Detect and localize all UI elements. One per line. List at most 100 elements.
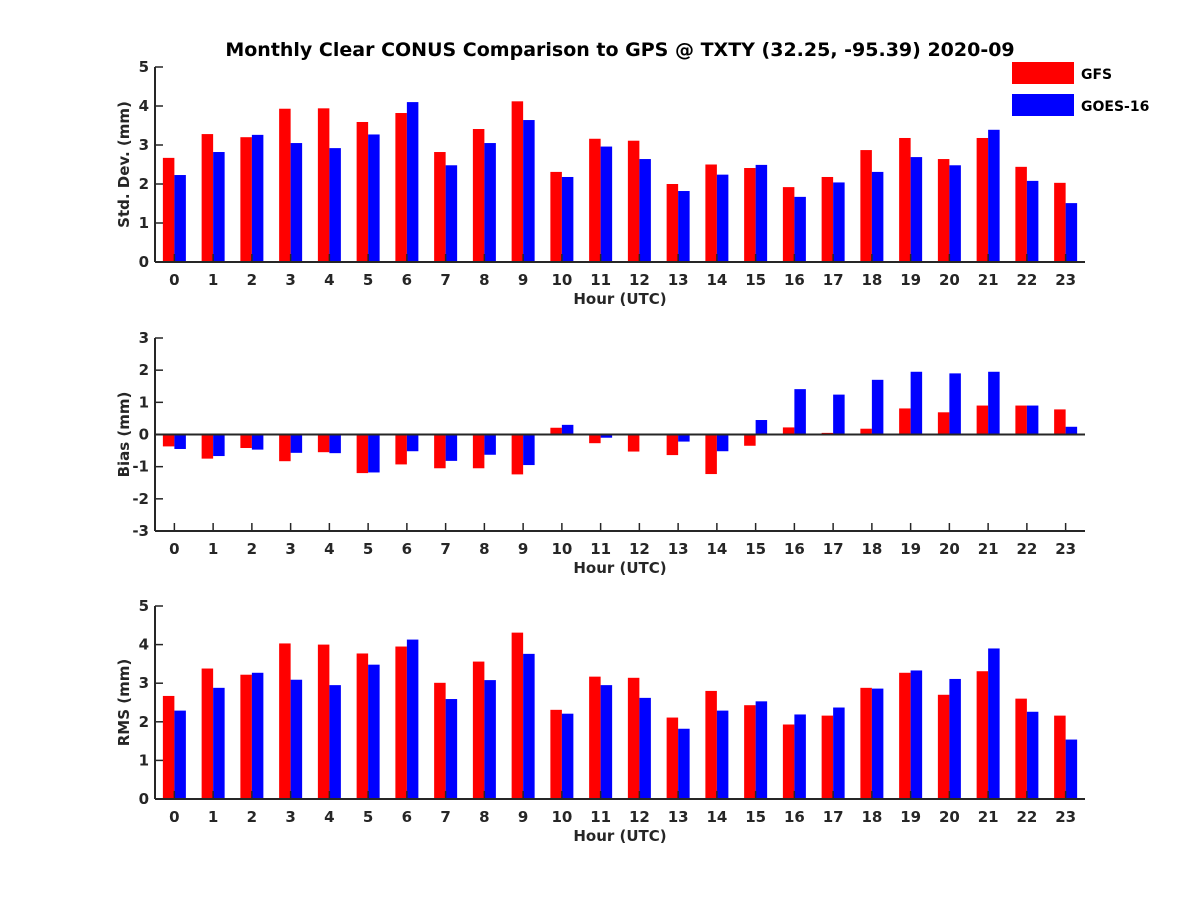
x-tick-label: 10 [551, 540, 572, 558]
x-tick-label: 17 [823, 271, 844, 289]
x-tick-label: 23 [1055, 808, 1076, 826]
x-tick-label: 5 [363, 808, 373, 826]
x-tick-label: 8 [479, 271, 489, 289]
bar-p2-gfs-0 [162, 434, 175, 447]
bar-p1-gfs-21 [976, 137, 989, 262]
bar-p1-goes16-8 [484, 143, 496, 262]
x-tick-label: 1 [208, 540, 218, 558]
x-axis-label: Hour (UTC) [573, 827, 666, 845]
bar-p3-gfs-12 [627, 677, 640, 799]
bar-p3-goes16-11 [600, 685, 613, 799]
bar-p2-goes16-21 [988, 371, 1000, 435]
bar-p2-gfs-7 [434, 434, 446, 469]
bar-p2-goes16-9 [523, 434, 535, 466]
bar-p1-goes16-1 [213, 152, 225, 262]
bar-p2-gfs-11 [589, 434, 601, 444]
bar-p2-goes16-11 [600, 434, 613, 438]
bar-p3-gfs-4 [317, 644, 330, 799]
bar-p1-gfs-10 [550, 171, 562, 262]
bar-p2-gfs-8 [472, 434, 485, 469]
bar-p3-gfs-19 [899, 672, 911, 799]
bar-p2-gfs-14 [705, 434, 717, 475]
bar-p1-gfs-1 [201, 134, 214, 262]
x-axis-label: Hour (UTC) [573, 290, 666, 308]
bar-p1-goes16-22 [1026, 180, 1039, 262]
bar-p2-goes16-13 [678, 434, 690, 442]
x-tick-label: 9 [518, 540, 528, 558]
bar-p3-goes16-4 [329, 685, 341, 799]
bar-p1-gfs-13 [666, 184, 679, 262]
x-tick-label: 1 [208, 808, 218, 826]
x-tick-label: 2 [247, 808, 257, 826]
y-axis-label: RMS (mm) [115, 659, 133, 746]
bar-p2-goes16-23 [1065, 426, 1078, 435]
x-tick-label: 22 [1016, 271, 1037, 289]
bar-p3-gfs-10 [550, 709, 562, 799]
bar-p2-goes16-7 [445, 434, 458, 461]
x-tick-label: 0 [169, 540, 179, 558]
x-tick-label: 11 [590, 808, 611, 826]
x-tick-label: 13 [668, 271, 689, 289]
bar-p1-gfs-12 [627, 140, 640, 262]
x-tick-label: 5 [363, 271, 373, 289]
x-tick-label: 22 [1016, 808, 1037, 826]
x-tick-label: 7 [440, 271, 450, 289]
x-tick-label: 8 [479, 808, 489, 826]
bar-p1-gfs-8 [472, 129, 485, 262]
bar-p3-goes16-12 [639, 697, 651, 799]
bar-p2-gfs-3 [279, 434, 291, 462]
x-tick-label: 4 [324, 808, 334, 826]
bar-p2-gfs-12 [627, 434, 640, 452]
bar-p1-goes16-6 [406, 102, 419, 262]
x-tick-label: 17 [823, 540, 844, 558]
bar-p2-gfs-4 [317, 434, 330, 453]
bar-p3-goes16-16 [794, 714, 806, 799]
bar-p3-goes16-6 [406, 639, 419, 799]
bar-p1-goes16-20 [949, 165, 961, 262]
bar-p1-goes16-16 [794, 196, 806, 262]
bar-p2-gfs-15 [744, 434, 756, 446]
bar-p1-gfs-0 [162, 157, 175, 262]
bar-p3-gfs-3 [279, 643, 291, 799]
legend-label-goes16: GOES-16 [1081, 99, 1149, 115]
legend-swatch-gfs [1012, 62, 1074, 84]
bar-p3-gfs-7 [434, 682, 446, 799]
bar-p2-gfs-5 [356, 434, 369, 474]
x-tick-label: 19 [900, 540, 921, 558]
x-tick-label: 6 [402, 271, 412, 289]
bar-p2-gfs-21 [976, 405, 989, 435]
bar-p1-gfs-15 [744, 168, 756, 262]
bar-p1-goes16-7 [445, 165, 458, 262]
x-tick-label: 20 [939, 540, 960, 558]
bar-p3-goes16-2 [251, 672, 264, 799]
x-tick-label: 11 [590, 271, 611, 289]
bar-p3-gfs-9 [511, 632, 524, 799]
x-tick-label: 17 [823, 808, 844, 826]
x-axis-label: Hour (UTC) [573, 559, 666, 577]
bar-p3-goes16-15 [755, 701, 768, 799]
bar-p1-gfs-4 [317, 108, 330, 262]
bar-p1-gfs-19 [899, 137, 911, 262]
bar-p3-gfs-11 [589, 676, 601, 799]
x-tick-label: 1 [208, 271, 218, 289]
bar-p3-goes16-7 [445, 699, 458, 799]
bar-p3-gfs-22 [1015, 698, 1027, 799]
bar-p1-gfs-3 [279, 108, 291, 262]
bar-p3-goes16-14 [716, 710, 729, 799]
y-tick-label: 3 [139, 136, 149, 154]
x-tick-label: 18 [861, 540, 882, 558]
bar-p2-goes16-1 [213, 434, 225, 457]
bar-p1-gfs-20 [937, 159, 950, 262]
x-tick-label: 15 [745, 271, 766, 289]
bar-p3-goes16-13 [678, 728, 690, 799]
bar-p1-gfs-7 [434, 152, 446, 262]
y-tick-label: -1 [132, 458, 149, 476]
y-tick-label: 3 [139, 329, 149, 347]
bar-p3-goes16-19 [910, 670, 923, 799]
bar-p2-gfs-6 [395, 434, 407, 465]
x-tick-label: 7 [440, 540, 450, 558]
bar-p2-gfs-20 [937, 412, 950, 435]
x-tick-label: 23 [1055, 540, 1076, 558]
x-tick-label: 3 [285, 540, 295, 558]
